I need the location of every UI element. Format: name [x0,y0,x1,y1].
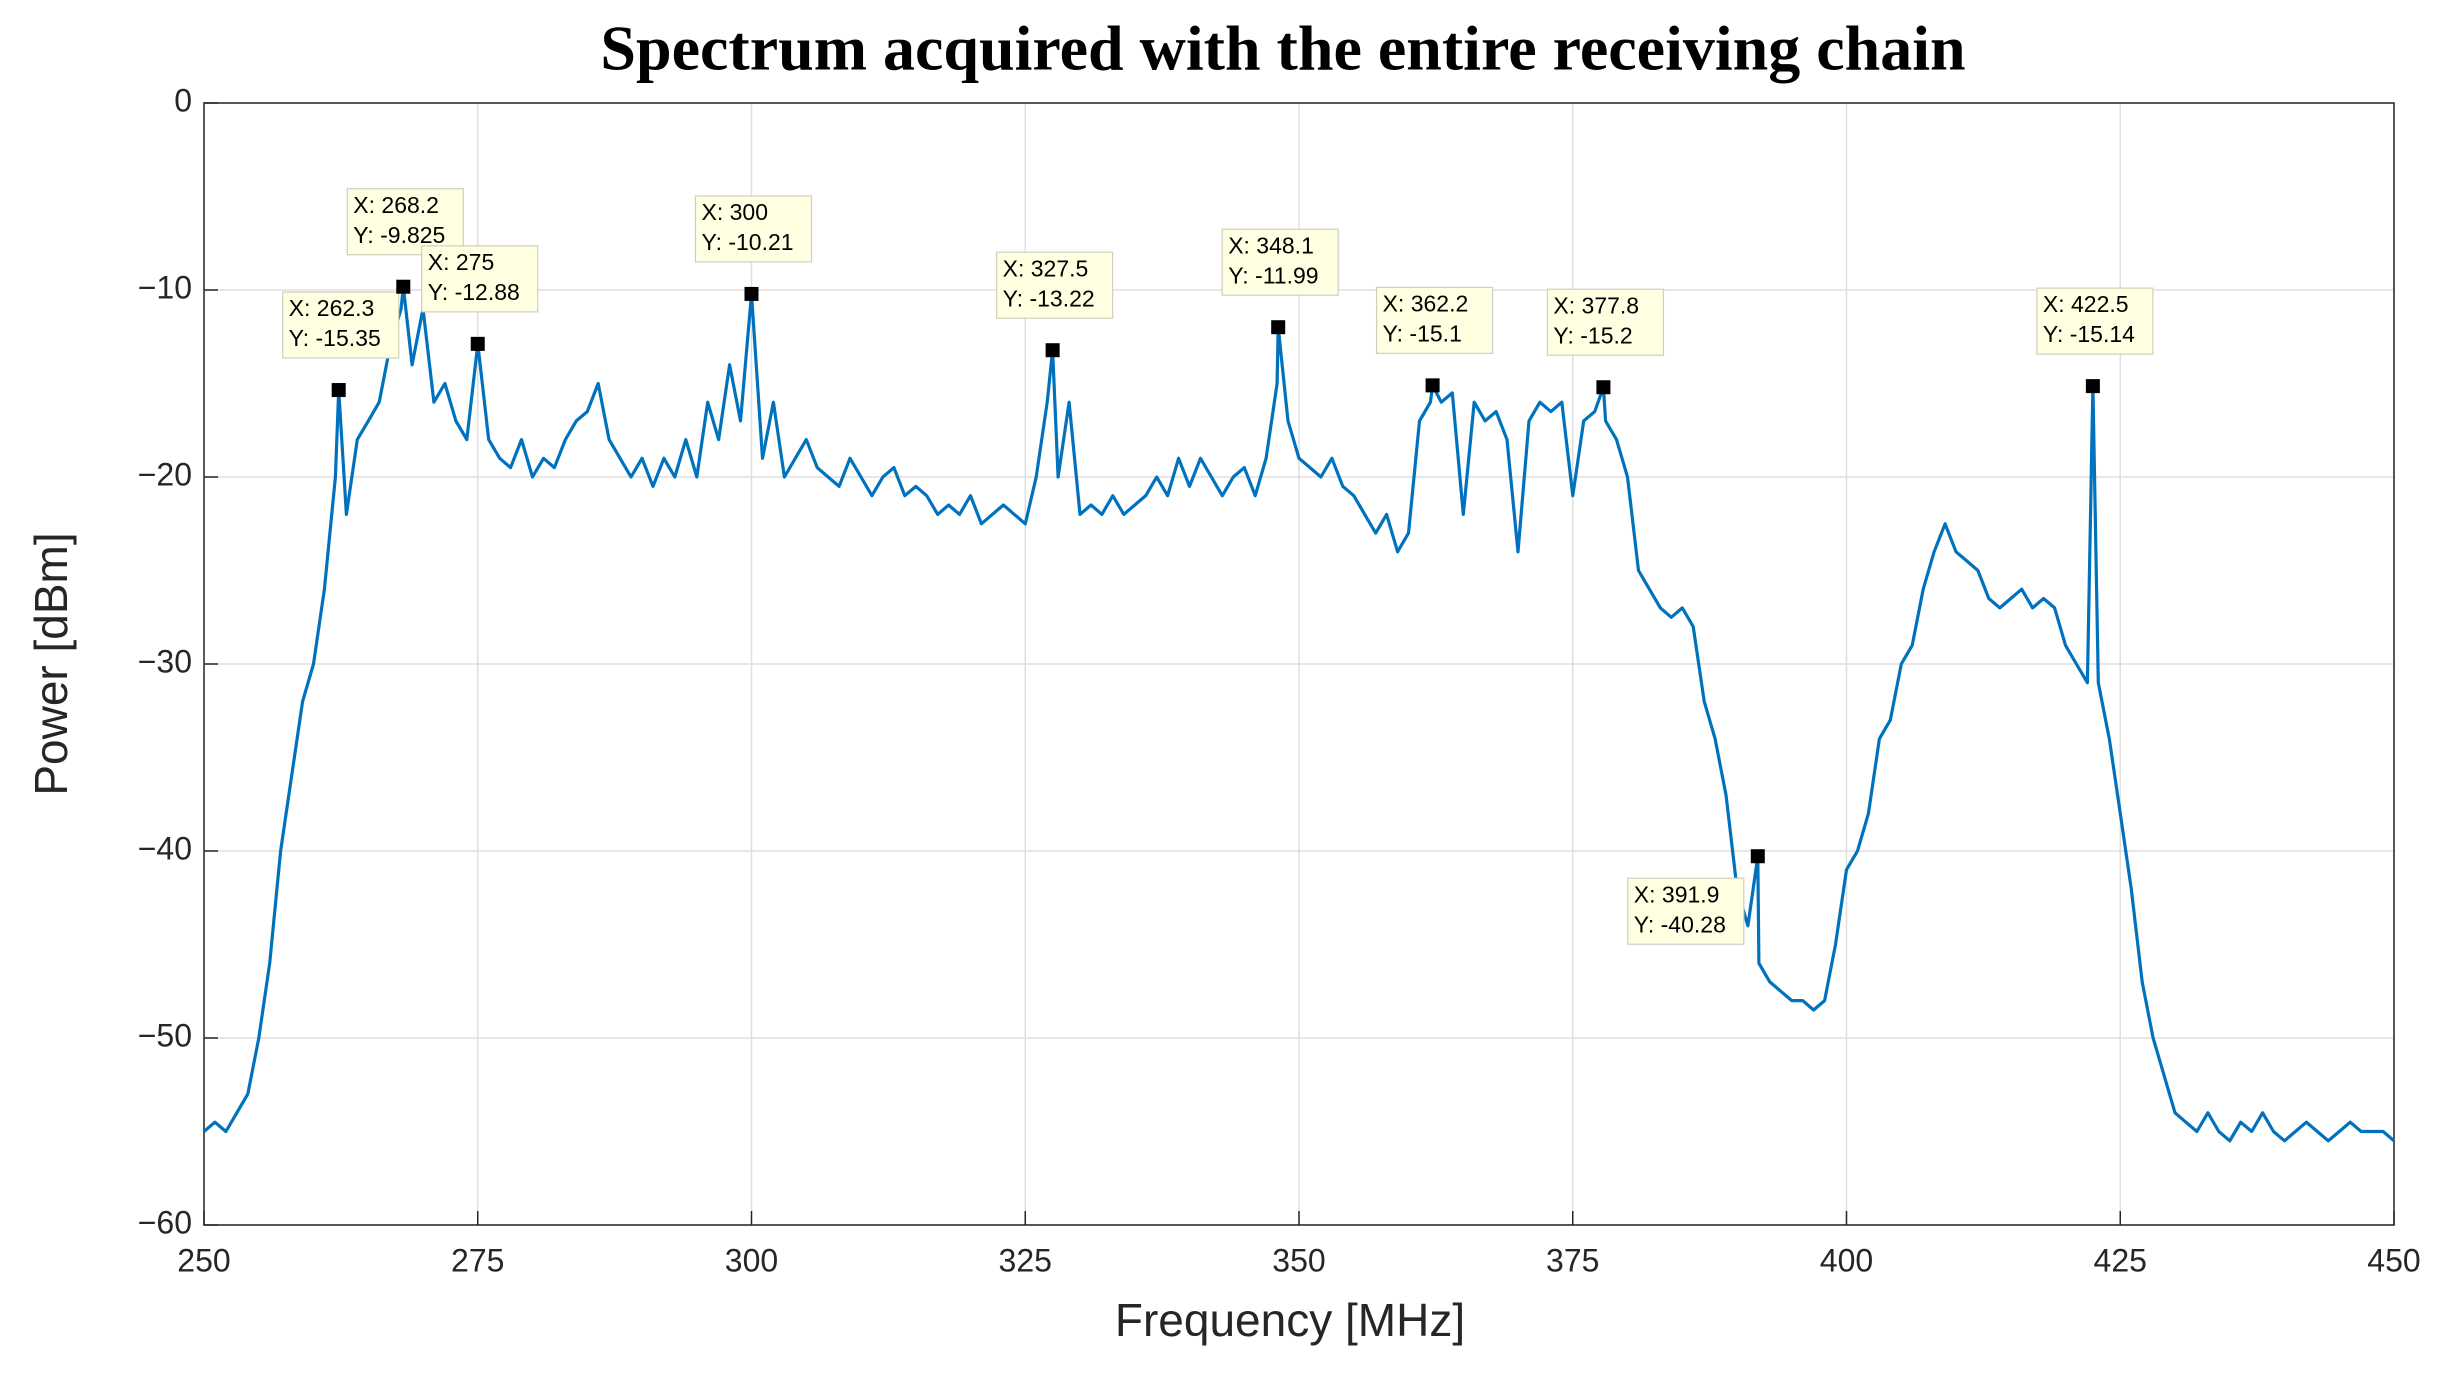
datatip-x: X: 348.1 [1228,232,1314,258]
datatip-box [694,195,813,263]
datatip: X: 362.2 Y: -15.1 [1375,286,1494,393]
datatip-box [421,245,539,313]
y-tick-label: −60 [138,1204,192,1240]
datatip-marker [1750,849,1765,864]
datatip: X: 300 Y: -10.21 [694,195,813,301]
datatip-y: Y: -10.21 [702,229,794,255]
datatip-marker [1425,378,1440,393]
datatip-x: X: 300 [702,199,769,225]
datatip-box [346,188,464,256]
y-tick-label: 0 [174,82,192,118]
datatip-y: Y: -12.88 [428,279,520,305]
datatip-marker [331,383,346,398]
datatip-box [1375,286,1494,354]
datatip-y: Y: -15.35 [289,325,381,351]
datatip-box [2036,287,2154,355]
datatip-x: X: 275 [428,249,495,275]
x-tick-label: 250 [177,1242,230,1278]
datatip-y: Y: -9.825 [353,222,445,248]
datatip-x: X: 268.2 [353,192,439,218]
datatip: X: 262.3 Y: -15.35 [282,291,400,398]
datatip-x: X: 362.2 [1383,290,1469,316]
datatip: X: 268.2 Y: -9.825 [346,188,464,294]
datatip: X: 422.5 Y: -15.14 [2036,287,2154,394]
datatip-marker [470,336,485,351]
datatip: X: 391.9 Y: -40.28 [1627,849,1765,945]
datatip-marker [2085,379,2100,394]
x-tick-label: 300 [725,1242,778,1278]
datatip-y: Y: -11.99 [1228,262,1318,288]
datatip: X: 377.8 Y: -15.2 [1546,288,1665,395]
datatip-box [1221,228,1339,296]
x-tick-label: 275 [451,1242,504,1278]
y-tick-label: −50 [138,1017,192,1053]
datatip-x: X: 391.9 [1634,881,1720,907]
datatip-marker [744,286,759,301]
datatip-y: Y: -15.14 [2043,321,2135,347]
plot-frame [203,102,2395,1226]
datatip-marker [1271,320,1286,335]
x-tick-label: 450 [2367,1242,2420,1278]
datatip-box [1546,288,1665,356]
y-tick-label: −30 [138,643,192,679]
datatip-y: Y: -15.2 [1553,322,1632,348]
datatip-marker [1596,380,1611,395]
x-tick-label: 400 [1820,1242,1873,1278]
datatip: X: 327.5 Y: -13.22 [996,251,1114,358]
chart-title: Spectrum acquired with the entire receiv… [600,13,1965,84]
y-axis-label: Power [dBm] [25,532,77,795]
datatip-box [282,291,400,359]
x-tick-label: 325 [999,1242,1052,1278]
datatip-y: Y: -40.28 [1634,911,1726,937]
datatip-box [996,251,1114,319]
datatip: X: 275 Y: -12.88 [421,245,539,351]
datatip-marker [396,279,411,294]
datatip-y: Y: -13.22 [1003,285,1095,311]
datatip-marker [1045,343,1060,358]
x-tick-label: 425 [2094,1242,2147,1278]
x-axis-label: Frequency [MHz] [1115,1294,1465,1346]
x-tick-label: 350 [1272,1242,1325,1278]
datatip-x: X: 327.5 [1003,255,1089,281]
datatip-box [1627,877,1745,945]
datatip-x: X: 262.3 [289,295,375,321]
datatip: X: 348.1 Y: -11.99 [1221,228,1339,335]
x-tick-label: 375 [1546,1242,1599,1278]
y-tick-label: −20 [138,456,192,492]
datatip-x: X: 422.5 [2043,291,2129,317]
datatip-y: Y: -15.1 [1383,320,1462,346]
spectrum-line [202,285,2396,1143]
y-tick-label: −40 [138,830,192,866]
y-tick-label: −10 [138,269,192,305]
datatip-x: X: 377.8 [1553,292,1639,318]
